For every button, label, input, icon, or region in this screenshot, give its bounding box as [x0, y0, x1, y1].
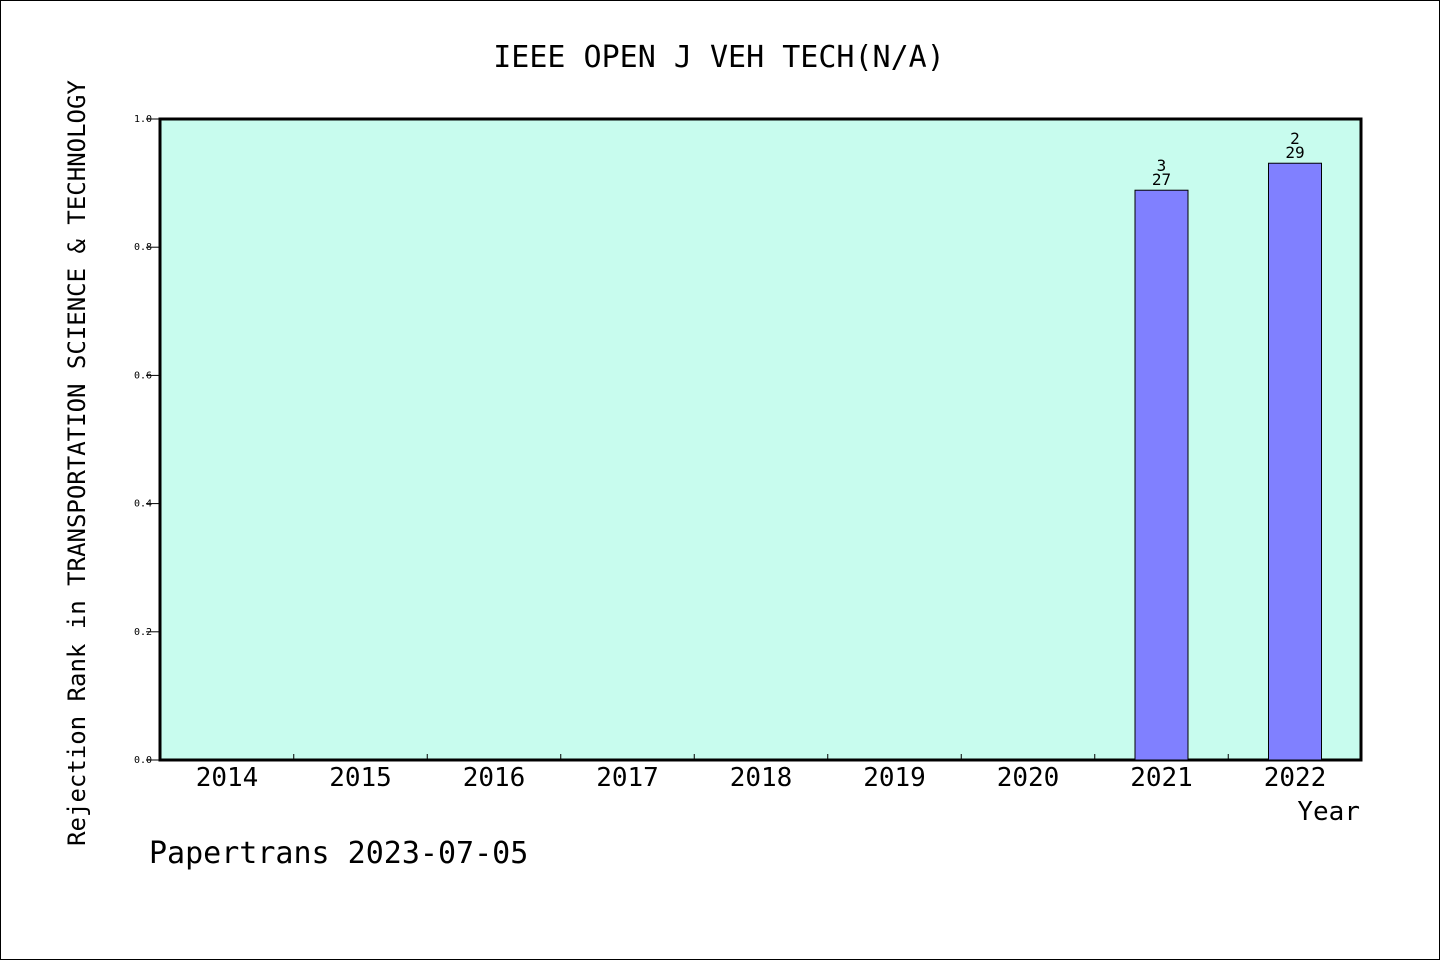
x-axis-label: Year [1297, 797, 1360, 827]
x-axis: 2014 2015 2016 2017 2018 2019 2020 2021 2022 [196, 754, 1327, 793]
y-tick-label: 0.2 [134, 627, 152, 638]
y-axis: 0.0 0.2 0.4 0.6 0.8 1.0 [134, 114, 160, 766]
x-tick-label: 2020 [997, 763, 1060, 793]
x-tick-label: 2022 [1264, 763, 1327, 793]
bar-label-rank: 3 [1157, 156, 1167, 175]
bar-2022 [1268, 162, 1322, 761]
bar-label-rank: 2 [1290, 129, 1300, 148]
bar-2021 [1134, 189, 1189, 761]
x-tick-label: 2018 [730, 763, 793, 793]
x-tick-label: 2016 [463, 763, 526, 793]
bar-label-total: 27 [1152, 170, 1171, 189]
x-tick-label: 2021 [1130, 763, 1193, 793]
bars-group: 327 229 [1134, 129, 1322, 761]
y-tick-label: 0.8 [134, 242, 152, 253]
x-tick-label: 2017 [596, 763, 659, 793]
x-tick-label: 2019 [863, 763, 926, 793]
chart-title: IEEE OPEN J VEH TECH(N/A) [493, 40, 945, 75]
footer-credit: Papertrans 2023-07-05 [149, 836, 528, 871]
y-tick-label: 0.0 [134, 755, 152, 766]
y-tick-label: 0.6 [134, 370, 152, 381]
x-tick-label: 2015 [329, 763, 392, 793]
y-tick-label: 0.4 [134, 499, 152, 510]
x-tick-label: 2014 [196, 763, 259, 793]
y-tick-label: 1.0 [134, 114, 152, 125]
bar-label-total: 29 [1285, 143, 1304, 162]
y-axis-label: Rejection Rank in TRANSPORTATION SCIENCE… [63, 80, 91, 846]
